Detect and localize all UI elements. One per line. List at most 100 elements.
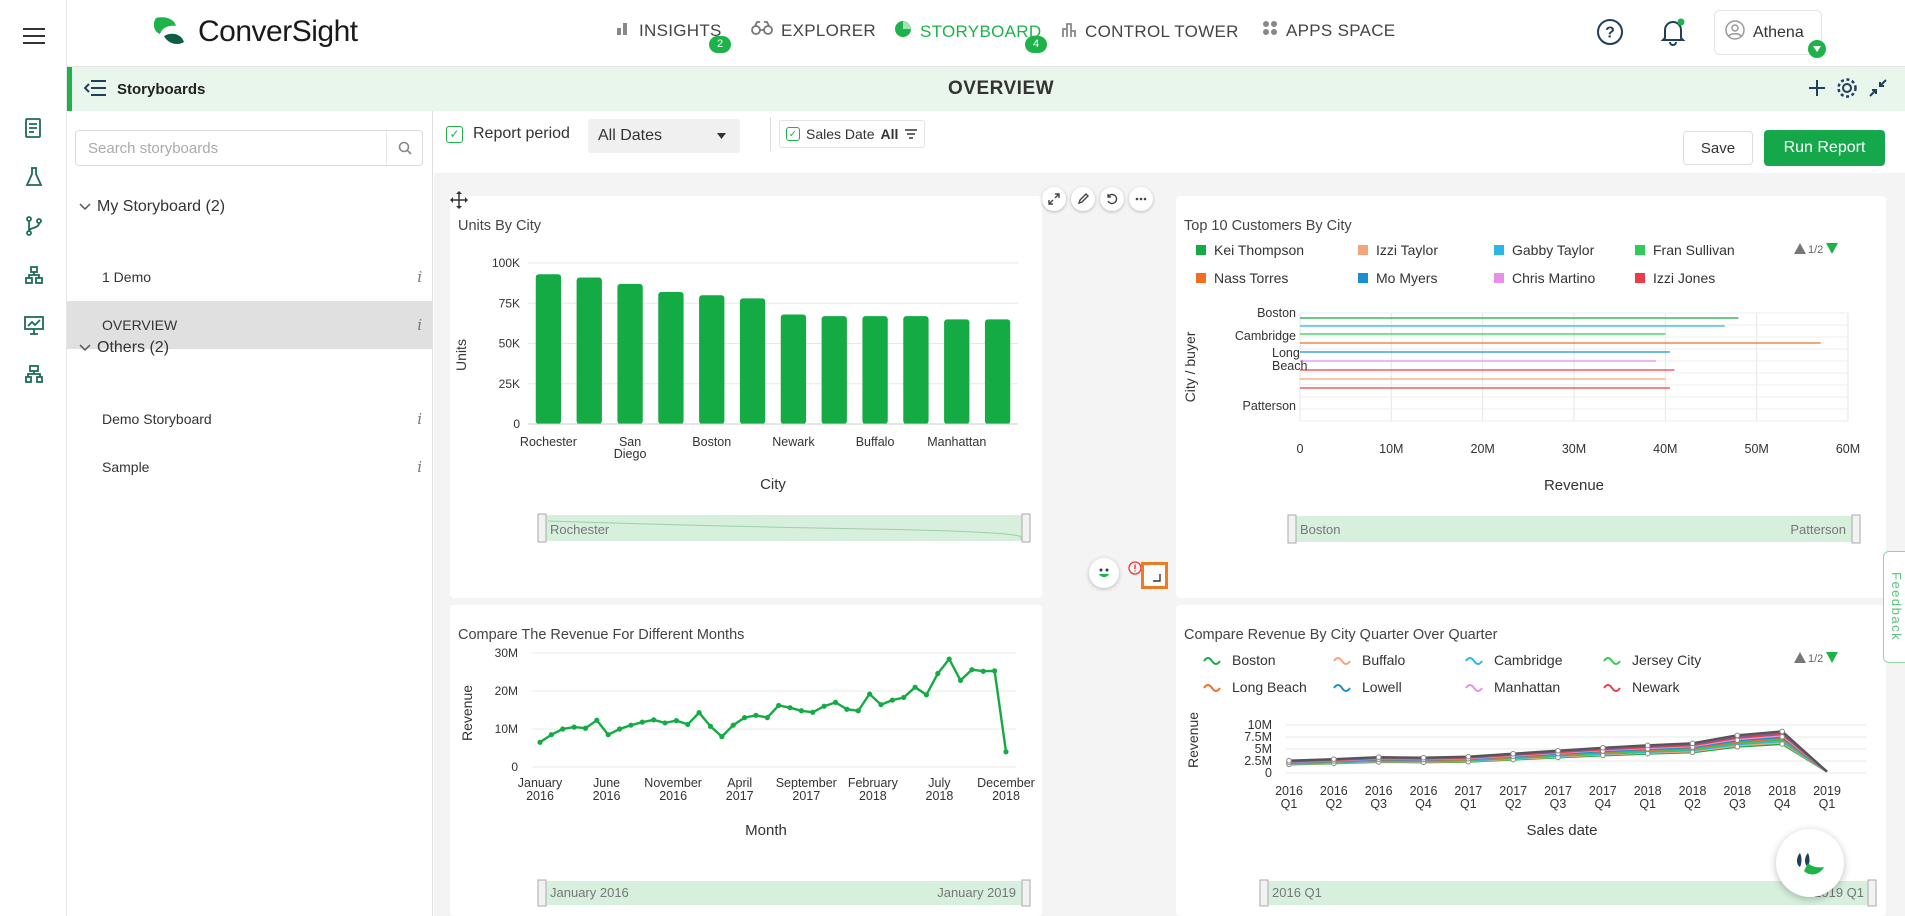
storyboard-item-demo-storyboard[interactable]: Demo Storyboard i [67,395,432,443]
resize-handle[interactable] [1141,562,1168,589]
legend-next-icon [1826,243,1838,254]
bar [739,298,766,424]
x-tick-label: September 2017 [776,776,837,803]
feedback-tab[interactable]: Feedback [1883,551,1905,663]
hierarchy-icon[interactable] [20,261,48,289]
run-report-button[interactable]: Run Report [1764,130,1885,166]
user-avatar-icon [1725,20,1745,45]
search-icon[interactable] [386,131,422,165]
data-point [1734,732,1741,739]
sales-date-filter[interactable]: ✓ Sales Date All [779,120,926,148]
revenue-by-city-quarter-chart: Boston Buffalo Cambridge Jersey City Long Be… [1185,652,1877,907]
add-icon[interactable] [1807,78,1827,103]
storyboard-count-badge: 4 [1025,36,1047,53]
collapse-sidebar-icon[interactable] [83,79,106,102]
y-tick-label: 30M [495,646,518,660]
data-point [764,715,770,721]
y-tick-label: 7.5M [1244,730,1272,744]
legend-swatch [1494,245,1504,255]
feedback-label: Feedback [1889,572,1904,642]
user-dropdown-icon[interactable] [1808,40,1826,58]
nav-apps-space[interactable]: APPS SPACE [1262,20,1395,41]
group-others[interactable]: Others (2) [79,339,169,357]
range-slider-end-label: Patterson [1790,522,1846,537]
group-my-storyboard[interactable]: My Storyboard (2) [79,198,225,216]
hamburger-menu-icon[interactable] [20,22,48,50]
info-icon[interactable]: i [417,316,422,334]
x-tick-label: December 2018 [977,776,1035,803]
move-handle-icon[interactable] [450,191,468,214]
report-icon[interactable] [20,114,48,142]
user-menu[interactable]: Athena [1714,10,1822,55]
y-axis-label: Revenue [459,685,475,741]
nav-storyboard[interactable]: STORYBOARD [894,20,1041,43]
help-icon[interactable]: ? [1596,18,1624,51]
flask-icon[interactable] [20,163,48,191]
assistant-fab[interactable] [1776,829,1844,897]
data-point [844,706,850,712]
settings-gear-icon[interactable] [1836,77,1858,104]
bar [780,314,807,424]
card-revenue-by-city-quarter[interactable]: Compare Revenue By City Quarter Over Qua… [1176,605,1886,916]
data-point [628,722,634,728]
data-point [753,712,759,718]
x-tick-label: 2018 Q2 [1679,784,1707,811]
card-top-customers-by-city[interactable]: Top 10 Customers By City Kei Thompson Izz… [1176,196,1886,655]
data-point [1510,750,1516,757]
data-point [832,699,839,705]
report-period-toggle[interactable]: ✓ Report period [446,125,570,143]
filter-icon [905,129,918,139]
data-point [560,726,566,732]
expand-icon[interactable] [1042,187,1066,211]
range-slider-track [542,881,1026,905]
info-icon[interactable]: i [417,458,422,476]
data-point [878,702,884,708]
collapse-view-icon[interactable] [1869,79,1887,102]
info-icon[interactable]: i [417,268,422,286]
legend-label: Long Beach [1232,679,1307,695]
storyboard-item-sample[interactable]: Sample i [67,443,432,491]
refresh-icon[interactable] [1100,187,1124,211]
y-tick-label: Long [1272,346,1300,360]
chart-title: Units By City [458,218,541,234]
assistant-face-icon[interactable] [1089,558,1119,588]
card-units-by-city[interactable]: Units By City 0 25K 50K 75K 100K Rochester San… [450,196,1042,653]
caret-down-icon [717,133,726,139]
data-point [980,668,986,674]
bar [576,277,602,424]
y-tick-label: 5M [1255,742,1272,756]
conversight-logo[interactable]: ConverSight [150,14,358,50]
x-tick-label: San Diego [614,435,647,461]
bar [944,319,970,424]
data-point [969,667,975,673]
search-storyboards-input[interactable] [76,131,376,165]
org-chart-icon[interactable] [20,360,48,388]
edit-pencil-icon[interactable] [1071,187,1095,211]
storyboard-item-1-demo[interactable]: 1 Demo i [67,253,432,301]
data-point [923,692,930,698]
y-tick-label: 100K [492,256,520,270]
storyboard-item-overview[interactable]: OVERVIEW i [67,301,432,349]
presentation-icon[interactable] [20,311,48,339]
chart-title: Compare Revenue By City Quarter Over Qua… [1184,627,1498,643]
card-revenue-by-month[interactable]: Compare The Revenue For Different Months… [450,605,1042,916]
more-options-icon[interactable] [1129,187,1153,211]
nav-insights[interactable]: INSIGHTS [615,20,722,41]
data-point [741,715,748,721]
y-axis-label: Revenue [1185,712,1201,768]
info-icon[interactable]: i [417,410,422,428]
legend-label: Fran Sullivan [1653,242,1735,258]
report-period-label: Report period [473,125,570,142]
data-point [651,717,657,723]
legend-swatch [1603,657,1621,665]
nav-control-tower[interactable]: CONTROL TOWER [1061,20,1239,43]
bell-icon[interactable] [1660,18,1686,51]
report-period-select[interactable]: All Dates [588,119,740,153]
branch-icon[interactable] [20,212,48,240]
data-point [1331,756,1337,762]
nav-explorer[interactable]: EXPLORER [751,20,876,41]
legend-swatch [1203,657,1221,665]
data-point [912,684,918,690]
save-button[interactable]: Save [1683,131,1753,165]
alert-icon[interactable] [1128,561,1142,580]
